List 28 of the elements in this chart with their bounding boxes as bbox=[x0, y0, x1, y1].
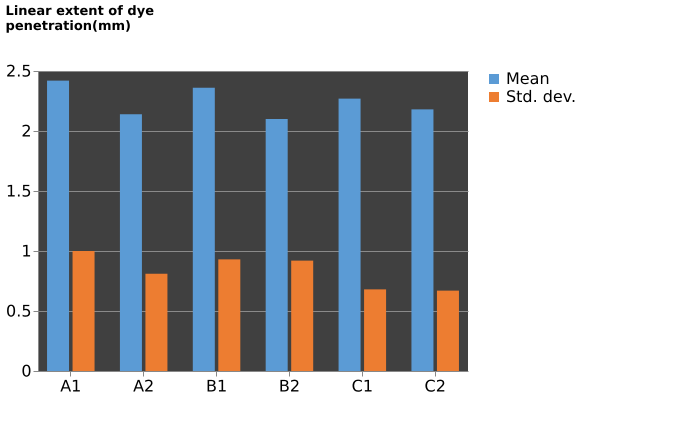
bar bbox=[266, 119, 288, 371]
bar bbox=[218, 259, 240, 371]
x-tick-label: C1 bbox=[352, 376, 373, 396]
text: Linear extent of dye bbox=[6, 4, 154, 19]
bar bbox=[72, 251, 95, 371]
text: penetration(mm) bbox=[6, 19, 131, 34]
y-tick-label: 0.5 bbox=[6, 302, 32, 320]
y-tick-label: 2 bbox=[21, 122, 32, 140]
y-tick-label: 0 bbox=[21, 362, 32, 380]
bar bbox=[120, 114, 142, 371]
x-tick-label: B1 bbox=[206, 376, 228, 396]
x-tick-label: A1 bbox=[60, 376, 82, 396]
x-tick-label: B2 bbox=[278, 376, 300, 396]
bar bbox=[338, 98, 361, 371]
legend-label: Std. dev. bbox=[506, 87, 576, 106]
x-tick-label: C2 bbox=[424, 376, 446, 396]
bar bbox=[47, 80, 70, 371]
bar bbox=[436, 290, 459, 371]
y-tick-label: 2.5 bbox=[6, 62, 32, 80]
legend-label: Mean bbox=[506, 69, 550, 88]
bar bbox=[192, 88, 215, 371]
y-tick-label: 1 bbox=[21, 242, 32, 260]
bar bbox=[145, 274, 168, 371]
bar bbox=[364, 289, 386, 371]
x-tick-label: A2 bbox=[133, 376, 154, 396]
y-tick-label: 1.5 bbox=[6, 182, 32, 200]
bar bbox=[411, 109, 434, 371]
bar bbox=[291, 260, 314, 371]
